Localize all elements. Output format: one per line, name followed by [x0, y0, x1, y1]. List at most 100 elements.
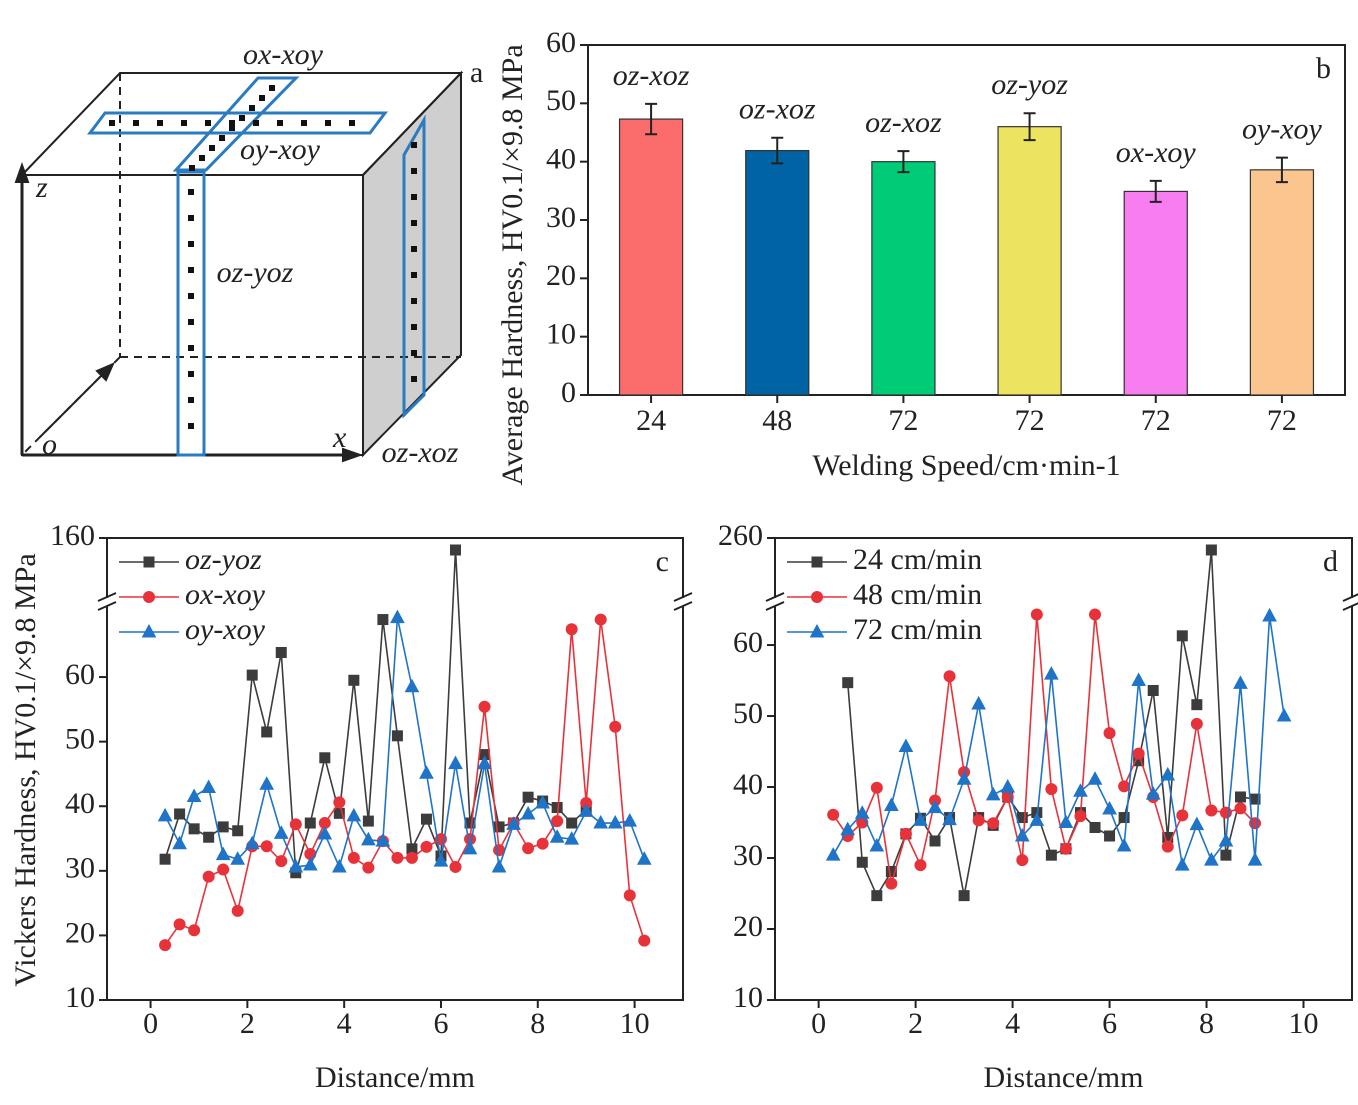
x-tick-label: 10 [620, 1007, 650, 1040]
marker [1118, 812, 1130, 824]
dot [259, 95, 265, 101]
legend-label: oy-xoy [185, 613, 266, 646]
x-tick-label: 72 [888, 404, 918, 437]
marker [1204, 852, 1219, 866]
bar [1249, 169, 1315, 396]
marker [462, 840, 478, 855]
dot [188, 189, 194, 195]
dot [188, 345, 194, 351]
y-tick-label: 60 [65, 658, 95, 691]
marker [215, 846, 231, 861]
marker [201, 779, 216, 793]
marker [1118, 780, 1131, 793]
legend-label: oz-yoz [185, 543, 262, 576]
axis-break-gap [103, 598, 111, 606]
marker [927, 799, 943, 814]
error-bar [645, 102, 658, 136]
dot [277, 120, 283, 126]
bar [745, 149, 810, 396]
marker [1058, 814, 1074, 829]
marker [478, 700, 491, 713]
bar-label: oz-xoz [739, 93, 816, 126]
marker [985, 786, 1001, 801]
marker [1205, 804, 1218, 817]
x-tick-label: 8 [530, 1007, 545, 1040]
marker [914, 859, 927, 872]
bar-label: oz-xoz [613, 59, 690, 92]
x-tick-label: 72 [1015, 404, 1045, 437]
dot [411, 272, 417, 278]
marker [232, 825, 244, 837]
marker [302, 856, 318, 871]
marker [1160, 766, 1176, 781]
marker [317, 825, 333, 840]
marker [566, 817, 578, 829]
axis-break [1342, 593, 1358, 611]
marker [449, 860, 462, 873]
marker [1030, 608, 1043, 621]
y-axis-title: Vickers Hardness, HV0.1/×9.8 MPa [9, 553, 42, 986]
marker [636, 851, 652, 865]
bar-label: oy-xoy [1242, 112, 1323, 145]
diagram-label: x [332, 421, 347, 454]
marker [607, 814, 623, 829]
bar-label: ox-xoy [1116, 136, 1197, 169]
marker [856, 856, 868, 868]
marker [885, 877, 898, 890]
marker [871, 890, 883, 902]
marker [420, 840, 433, 853]
diagram-label: o [42, 428, 57, 461]
marker [549, 829, 565, 843]
legend-label: 48 cm/min [853, 578, 982, 611]
error-bar [1149, 179, 1162, 203]
marker [840, 821, 856, 836]
dot [411, 298, 417, 304]
diagram-label: ox-xoy [243, 38, 324, 71]
marker [1045, 849, 1057, 861]
marker [943, 670, 956, 683]
marker [854, 805, 870, 819]
axis-break [765, 592, 785, 611]
dot [411, 350, 417, 356]
y-tick-label: 20 [65, 916, 95, 949]
marker [159, 853, 171, 865]
y-tick-label: 60 [546, 26, 576, 59]
marker [609, 720, 622, 733]
marker [362, 815, 374, 827]
marker [958, 890, 970, 902]
marker [420, 813, 432, 825]
marker [275, 855, 288, 868]
marker [172, 835, 187, 850]
axis-break-gap [679, 598, 687, 606]
bar [997, 126, 1062, 396]
marker [174, 808, 186, 820]
bar [871, 161, 936, 396]
marker [1205, 544, 1217, 556]
x-axis-title: Welding Speed/cm·min-1 [812, 449, 1120, 482]
marker [289, 818, 302, 831]
series-line [164, 617, 646, 870]
marker [1218, 832, 1234, 847]
marker [971, 695, 986, 710]
plot-frame [587, 44, 1346, 396]
marker [827, 808, 840, 821]
marker [913, 812, 928, 826]
marker [246, 669, 258, 681]
marker [1073, 783, 1088, 797]
side-face [362, 70, 462, 458]
diagram-label: oz-yoz [217, 256, 294, 289]
dot [181, 120, 187, 126]
marker [594, 613, 607, 626]
series-line [164, 619, 646, 946]
dot [411, 168, 417, 174]
error-bar [1275, 156, 1288, 184]
marker [956, 771, 972, 785]
marker [1102, 800, 1117, 815]
marker [1087, 771, 1103, 785]
marker [1233, 675, 1248, 689]
dot [188, 371, 194, 377]
marker [1234, 802, 1247, 815]
plot-frame [106, 537, 684, 1001]
marker [1176, 809, 1189, 822]
